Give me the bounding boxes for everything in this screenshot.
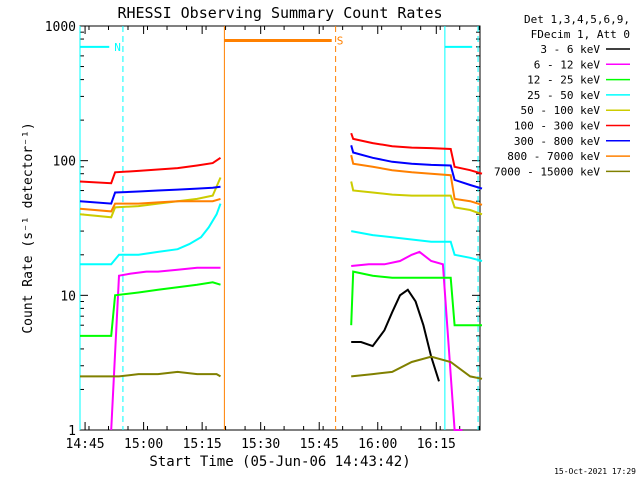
y-tick-label: 10 [60,289,76,304]
x-tick-label: 16:15 [417,437,456,452]
plot-area: 1 10 100 1000 14:45 15:00 15:15 15:30 15:45 16:0… [45,20,483,452]
legend-label: 3 - 6 keV [540,43,600,56]
x-tick-label: 14:45 [66,437,105,452]
state-marker-label: N [114,41,121,54]
x-tick-label: 16:00 [358,437,397,452]
series-line-2 [80,281,221,337]
legend: Det 1,3,4,5,6,9, FDecim 1, Att 0 3 - 6 k… [494,13,630,178]
series-line-7 [79,197,221,213]
y-axis-label: Count Rate (s⁻¹ detector⁻¹) [21,122,36,333]
state-marker-label: S [337,35,344,48]
series-line-3 [351,230,483,262]
legend-header-line-1: Det 1,3,4,5,6,9, [524,13,630,26]
legend-label: 100 - 300 keV [514,120,600,133]
series-line-5 [79,156,222,185]
series-line-1 [110,266,221,431]
legend-label: 25 - 50 keV [527,89,600,102]
x-tick-label: 15:30 [241,437,280,452]
legend-label: 12 - 25 keV [527,74,600,87]
series-line-8 [80,370,222,378]
x-axis-label: Start Time (05-Jun-06 14:43:42) [149,454,410,470]
y-axis-ticks: 1 10 100 1000 [45,20,480,439]
series-line-3 [80,203,222,266]
chart-title: RHESSI Observing Summary Count Rates [117,4,442,22]
legend-label: 50 - 100 keV [521,104,601,117]
series-line-8 [351,355,483,380]
x-axis-ticks: 14:45 15:00 15:15 15:30 15:45 16:00 16:15 [66,26,480,452]
y-tick-label: 1000 [45,20,76,35]
legend-label: 300 - 800 keV [514,135,600,148]
x-tick-label: 15:00 [124,437,163,452]
series-line-0 [351,288,440,382]
series-lines [79,132,483,431]
y-tick-label: 1 [68,424,76,439]
y-tick-label: 100 [53,155,76,170]
series-line-1 [351,250,463,431]
legend-label: 7000 - 15000 keV [494,165,600,178]
legend-header-line-2: FDecim 1, Att 0 [531,28,630,41]
series-line-7 [350,154,483,206]
footer-timestamp: 15-Oct-2021 17:29 [554,467,636,476]
series-line-2 [350,270,482,327]
x-tick-label: 15:45 [300,437,339,452]
legend-label: 800 - 7000 keV [507,150,600,163]
series-line-4 [79,177,222,219]
x-tick-label: 15:15 [183,437,222,452]
legend-label: 6 - 12 keV [534,58,601,71]
series-line-4 [350,181,483,216]
series-line-6 [79,185,221,205]
plot-frame [79,25,481,431]
series-line-5 [350,132,483,175]
series-line-6 [350,145,483,190]
